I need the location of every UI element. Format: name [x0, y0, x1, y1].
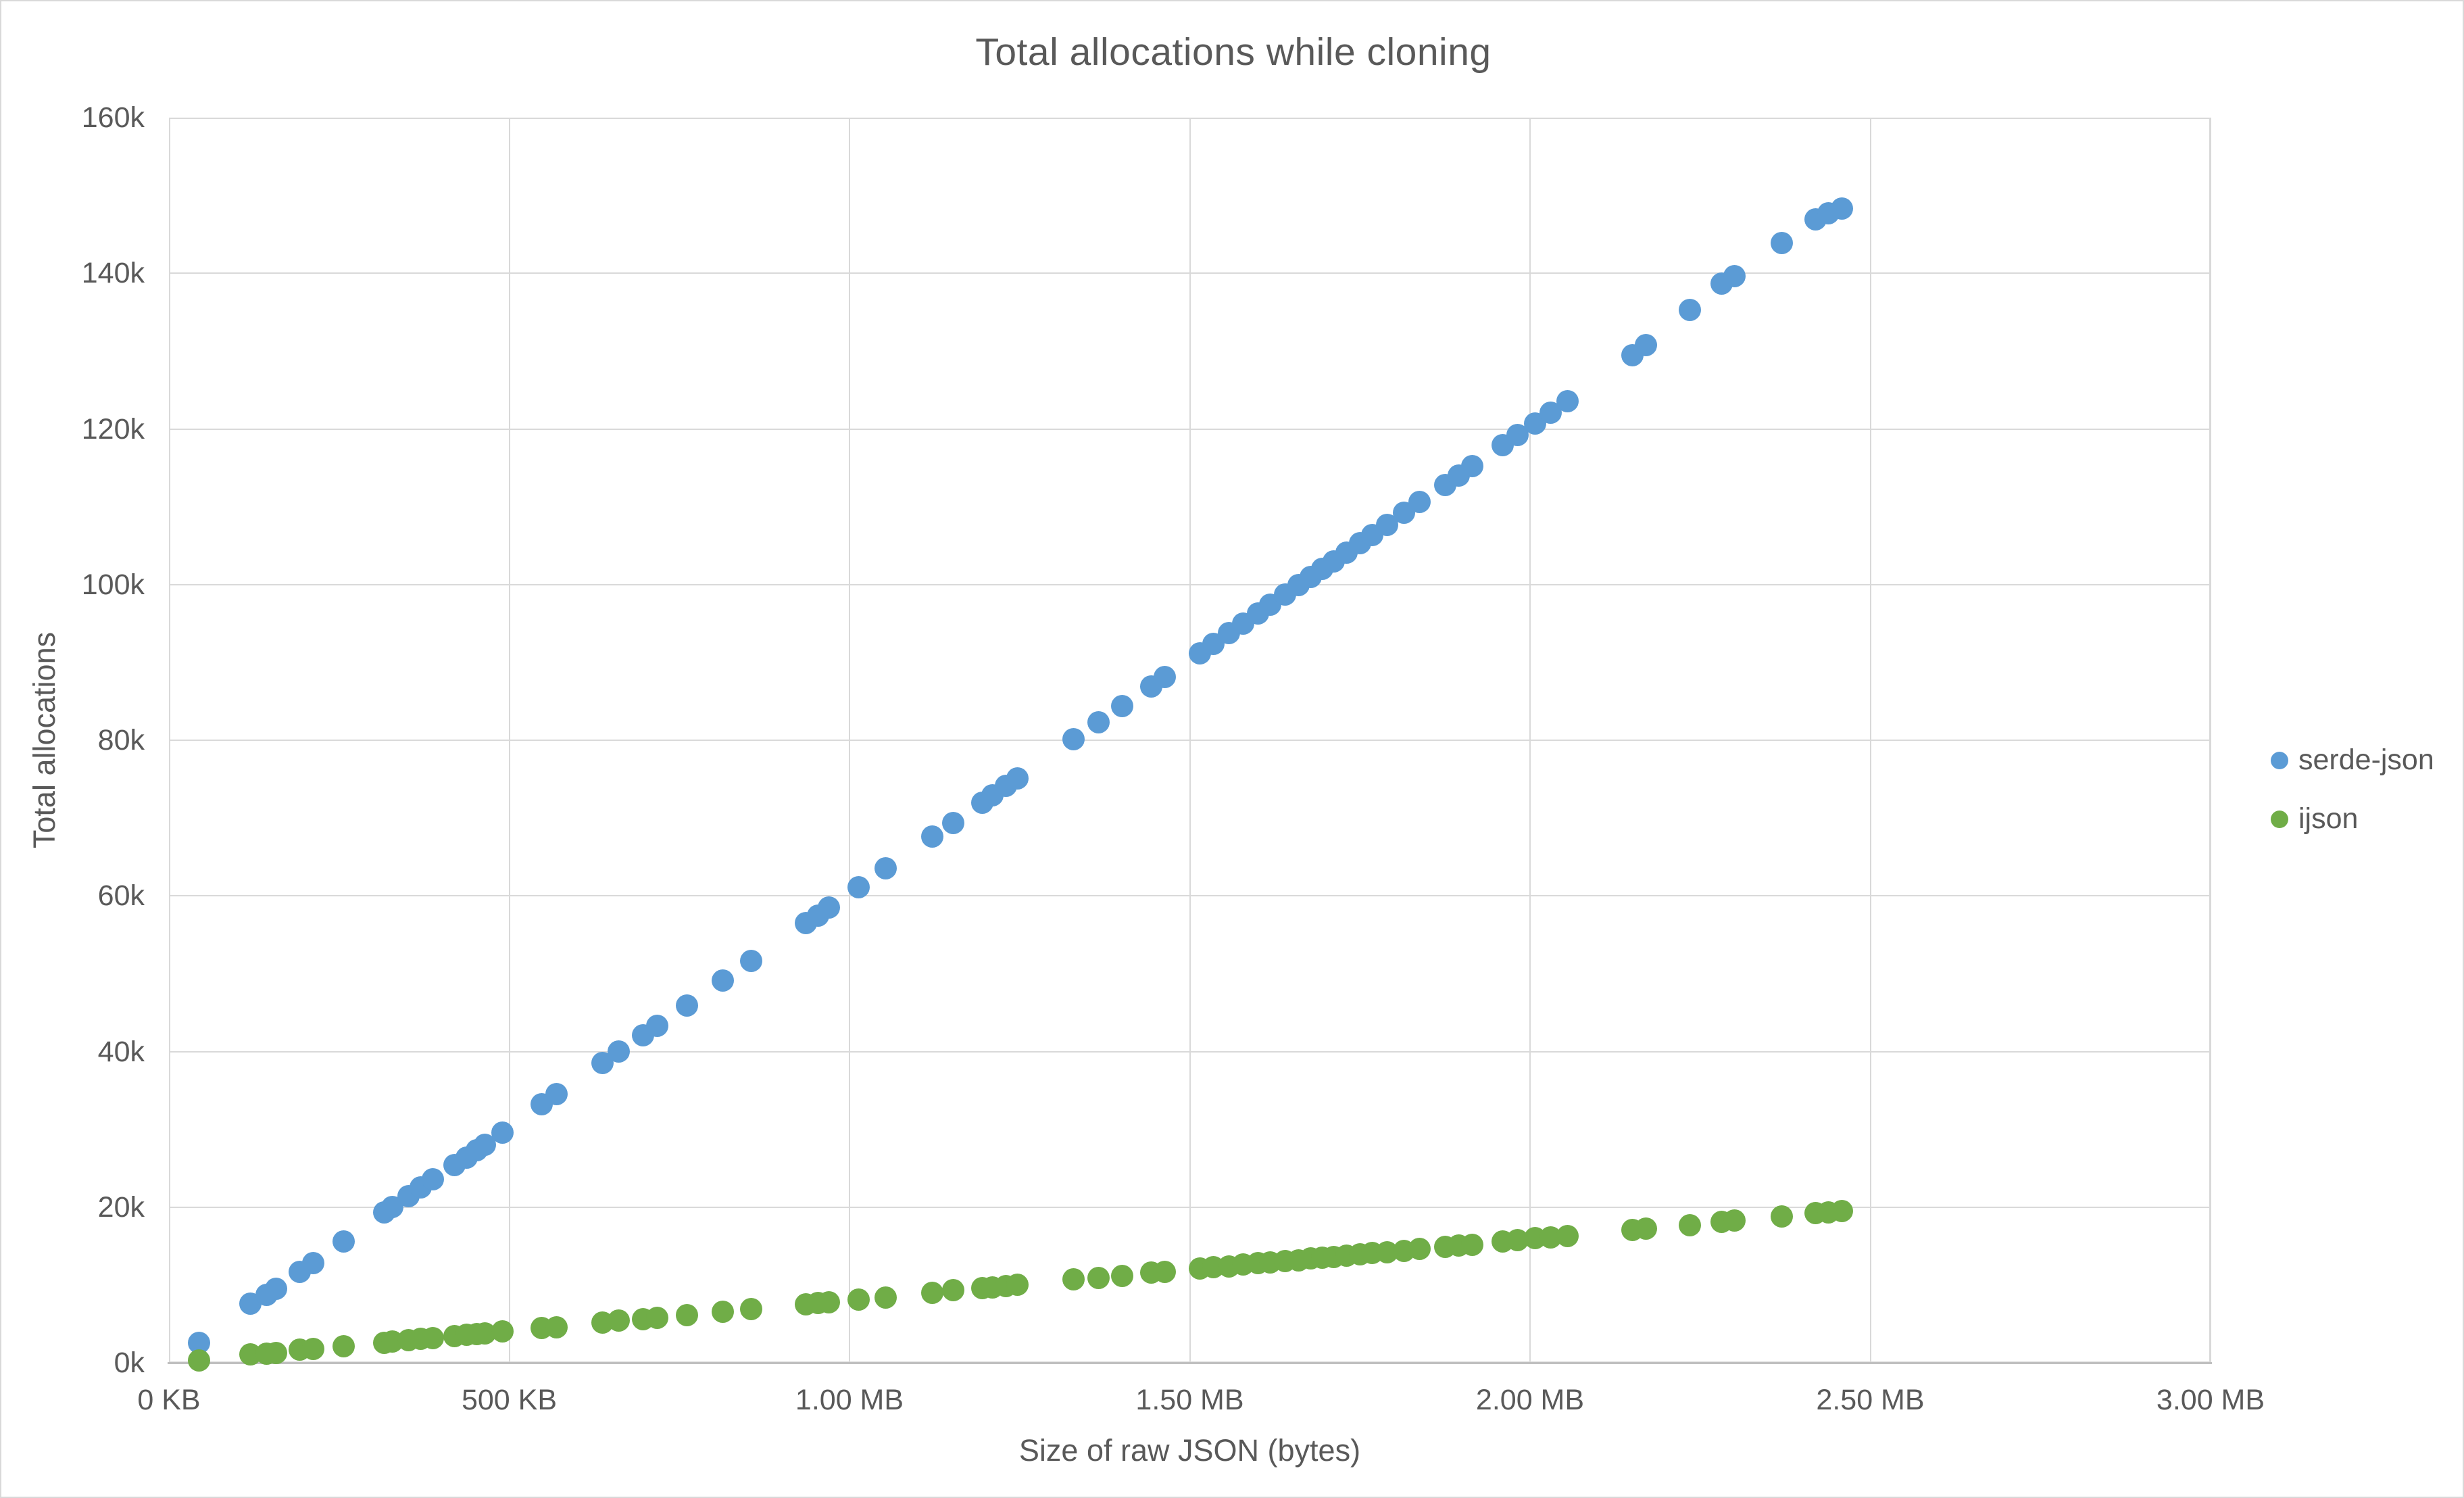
serde-json-data-point	[1087, 711, 1110, 734]
ijson-data-point	[1556, 1224, 1579, 1247]
ijson-data-point	[301, 1337, 324, 1360]
x-tick-label: 1.50 MB	[1135, 1384, 1244, 1416]
serde-json-data-point	[1634, 333, 1657, 356]
serde-json-data-point	[1830, 197, 1853, 220]
serde-json-data-point	[712, 969, 735, 992]
y-tick-label: 80k	[97, 724, 145, 756]
legend-label-serde-json: serde-json	[2298, 744, 2434, 776]
ijson-data-point	[921, 1281, 944, 1304]
x-tick-label: 3.00 MB	[2156, 1384, 2265, 1416]
ijson-data-point	[675, 1304, 698, 1327]
ijson-data-point	[645, 1306, 668, 1329]
x-axis-line	[168, 1362, 2212, 1364]
chart-title: Total allocations while cloning	[975, 30, 1492, 74]
serde-json-data-point	[608, 1040, 631, 1063]
legend-label-ijson: ijson	[2298, 802, 2359, 835]
ijson-data-point	[1723, 1209, 1746, 1232]
ijson-data-point	[1006, 1274, 1029, 1297]
horizontal-gridline	[169, 895, 2211, 897]
y-tick-label: 0k	[114, 1347, 145, 1379]
horizontal-gridline	[169, 1206, 2211, 1208]
horizontal-gridline	[169, 428, 2211, 430]
ijson-data-point	[874, 1286, 897, 1309]
serde-json-legend-marker-icon	[2271, 751, 2288, 769]
serde-json-data-point	[740, 950, 763, 973]
ijson-data-point	[740, 1298, 763, 1321]
x-tick-label: 2.50 MB	[1816, 1384, 1925, 1416]
serde-json-data-point	[1111, 694, 1134, 717]
vertical-gridline	[2210, 118, 2211, 1363]
serde-json-data-point	[1153, 666, 1176, 689]
ijson-data-point	[818, 1290, 841, 1313]
serde-json-data-point	[422, 1167, 445, 1190]
serde-json-data-point	[1771, 231, 1794, 254]
serde-json-data-point	[818, 896, 841, 919]
ijson-data-point	[847, 1288, 870, 1311]
x-axis-title: Size of raw JSON (bytes)	[1018, 1433, 1361, 1468]
serde-json-data-point	[491, 1121, 514, 1144]
serde-json-data-point	[332, 1230, 355, 1253]
ijson-data-point	[1087, 1267, 1110, 1289]
legend-item-ijson: ijson	[2271, 802, 2434, 836]
serde-json-data-point	[847, 876, 870, 899]
ijson-data-point	[1111, 1264, 1134, 1287]
y-tick-label: 100k	[81, 568, 145, 601]
ijson-data-point	[422, 1326, 445, 1349]
x-tick-label: 2.00 MB	[1475, 1384, 1585, 1416]
x-tick-label: 500 KB	[461, 1384, 558, 1416]
ijson-data-point	[1634, 1217, 1657, 1240]
ijson-data-point	[491, 1320, 514, 1343]
ijson-data-point	[1771, 1205, 1794, 1228]
y-tick-label: 40k	[97, 1035, 145, 1068]
horizontal-gridline	[169, 740, 2211, 741]
serde-json-data-point	[264, 1278, 287, 1301]
ijson-data-point	[332, 1335, 355, 1358]
y-tick-label: 60k	[97, 879, 145, 913]
horizontal-gridline	[169, 1050, 2211, 1053]
serde-json-data-point	[874, 857, 897, 880]
serde-json-data-point	[545, 1083, 568, 1106]
serde-json-data-point	[921, 825, 944, 848]
ijson-data-point	[264, 1341, 287, 1364]
ijson-data-point	[1830, 1200, 1853, 1222]
serde-json-data-point	[1062, 728, 1085, 751]
serde-json-data-point	[645, 1015, 668, 1037]
serde-json-data-point	[1723, 265, 1746, 288]
serde-json-data-point	[1556, 389, 1579, 412]
serde-json-data-point	[1006, 767, 1029, 790]
legend: serde-json ijson	[2271, 744, 2434, 861]
ijson-data-point	[187, 1349, 210, 1372]
y-tick-label: 140k	[81, 257, 145, 290]
ijson-data-point	[712, 1300, 735, 1323]
y-tick-label: 20k	[97, 1190, 145, 1224]
x-tick-label: 1.00 MB	[795, 1384, 904, 1416]
ijson-data-point	[545, 1315, 568, 1338]
legend-item-serde-json: serde-json	[2271, 744, 2434, 777]
ijson-data-point	[608, 1309, 631, 1332]
ijson-data-point	[1408, 1238, 1431, 1261]
horizontal-gridline	[169, 272, 2211, 274]
ijson-data-point	[1679, 1213, 1702, 1236]
ijson-data-point	[1062, 1268, 1085, 1291]
y-tick-label: 120k	[81, 412, 145, 445]
ijson-legend-marker-icon	[2271, 810, 2288, 828]
serde-json-data-point	[1408, 491, 1431, 514]
ijson-data-point	[1153, 1260, 1176, 1283]
horizontal-gridline	[169, 583, 2211, 585]
serde-json-data-point	[301, 1252, 324, 1275]
serde-json-data-point	[941, 811, 964, 834]
serde-json-data-point	[1460, 455, 1483, 478]
y-tick-label: 160k	[81, 101, 145, 134]
serde-json-data-point	[675, 994, 698, 1017]
ijson-data-point	[941, 1279, 964, 1302]
x-tick-label: 0 KB	[137, 1384, 201, 1416]
ijson-data-point	[1460, 1233, 1483, 1256]
serde-json-data-point	[1679, 298, 1702, 321]
